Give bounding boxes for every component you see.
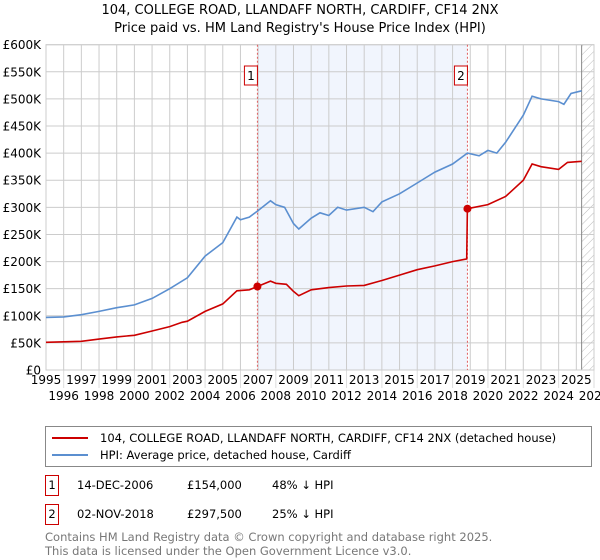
transaction-marker: 1 bbox=[45, 475, 59, 496]
x-tick-label: 1996 bbox=[48, 389, 79, 403]
chart-title: 104, COLLEGE ROAD, LLANDAFF NORTH, CARDI… bbox=[101, 3, 499, 18]
annotation-label: 2 bbox=[457, 69, 465, 83]
x-tick-label: 1998 bbox=[84, 389, 115, 403]
x-tick-label: 2020 bbox=[473, 389, 504, 403]
annotation-box bbox=[243, 65, 258, 86]
y-tick-label: £300K bbox=[3, 201, 43, 215]
legend-swatch-red bbox=[52, 437, 88, 439]
x-tick-label: 2002 bbox=[154, 389, 185, 403]
legend: 104, COLLEGE ROAD, LLANDAFF NORTH, CARDI… bbox=[45, 426, 592, 467]
annotation-box bbox=[453, 65, 468, 86]
x-tick-label: 2017 bbox=[420, 373, 451, 387]
x-tick-label: 2010 bbox=[296, 389, 327, 403]
x-tick-label: 2013 bbox=[349, 373, 380, 387]
y-tick-label: £600K bbox=[3, 38, 43, 52]
footer-licence: This data is licensed under the Open Gov… bbox=[45, 544, 412, 558]
x-tick-label: 2011 bbox=[314, 373, 345, 387]
transaction-price: £154,000 bbox=[187, 478, 242, 492]
x-tick-label: 2006 bbox=[225, 389, 256, 403]
transaction-marker: 2 bbox=[45, 504, 59, 525]
x-tick-label: 2004 bbox=[190, 389, 221, 403]
y-tick-label: £250K bbox=[3, 228, 43, 242]
sale-point bbox=[463, 204, 472, 213]
x-tick-label: 2015 bbox=[384, 373, 415, 387]
y-tick-label: £350K bbox=[3, 174, 43, 188]
legend-item-hpi: HPI: Average price, detached house, Card… bbox=[52, 447, 351, 463]
x-tick-label: 1995 bbox=[31, 373, 62, 387]
price-chart: £0 £50K £100K £150K £200K £250K £300K £350K £400… bbox=[3, 38, 600, 403]
transaction-delta: 48% ↓ HPI bbox=[272, 478, 334, 492]
chart-subtitle: Price paid vs. HM Land Registry's House … bbox=[114, 21, 486, 36]
x-tick-label: 2023 bbox=[526, 373, 557, 387]
x-tick-label: 2000 bbox=[119, 389, 150, 403]
transaction-date: 14-DEC-2006 bbox=[77, 478, 154, 492]
x-tick-label: 2026 bbox=[579, 389, 600, 403]
plot-frame bbox=[45, 44, 595, 371]
legend-label: HPI: Average price, detached house, Card… bbox=[100, 448, 351, 462]
x-tick-label: 1999 bbox=[101, 373, 132, 387]
x-tick-label: 2001 bbox=[137, 373, 168, 387]
x-tick-label: 2019 bbox=[455, 373, 486, 387]
y-tick-label: £150K bbox=[3, 282, 43, 296]
x-tick-label: 2008 bbox=[261, 389, 292, 403]
x-tick-label: 2021 bbox=[490, 373, 521, 387]
sale-point bbox=[253, 282, 262, 291]
y-tick-label: £200K bbox=[3, 255, 43, 269]
legend-swatch-blue bbox=[52, 454, 88, 456]
y-tick-label: £400K bbox=[3, 147, 43, 161]
x-tick-label: 2025 bbox=[561, 373, 592, 387]
x-tick-label: 2014 bbox=[367, 389, 398, 403]
footer: Contains HM Land Registry data © Crown c… bbox=[45, 530, 492, 558]
transaction-date: 02-NOV-2018 bbox=[77, 507, 154, 521]
annotation-label: 1 bbox=[247, 69, 255, 83]
y-tick-label: £0 bbox=[26, 364, 41, 378]
transaction-delta: 25% ↓ HPI bbox=[272, 507, 334, 521]
series-line-property bbox=[45, 160, 582, 344]
x-tick-label: 2009 bbox=[278, 373, 309, 387]
x-tick-label: 2003 bbox=[172, 373, 203, 387]
x-tick-label: 2016 bbox=[402, 389, 433, 403]
x-tick-label: 2012 bbox=[331, 389, 362, 403]
x-tick-label: 2018 bbox=[437, 389, 468, 403]
y-tick-label: £500K bbox=[3, 92, 43, 106]
transaction-price: £297,500 bbox=[187, 507, 242, 521]
x-tick-label: 2024 bbox=[543, 389, 574, 403]
x-tick-label: 1997 bbox=[66, 373, 97, 387]
footer-copyright: Contains HM Land Registry data © Crown c… bbox=[45, 530, 493, 544]
y-tick-label: £50K bbox=[10, 336, 42, 350]
series-line-hpi bbox=[45, 90, 582, 319]
x-tick-label: 2007 bbox=[243, 373, 274, 387]
y-tick-label: £450K bbox=[3, 120, 43, 134]
y-tick-label: £100K bbox=[3, 309, 43, 323]
x-tick-label: 2022 bbox=[508, 389, 539, 403]
x-tick-label: 2005 bbox=[208, 373, 239, 387]
y-tick-label: £550K bbox=[3, 65, 43, 79]
legend-label: 104, COLLEGE ROAD, LLANDAFF NORTH, CARDI… bbox=[100, 431, 557, 445]
legend-item-property: 104, COLLEGE ROAD, LLANDAFF NORTH, CARDI… bbox=[52, 430, 556, 446]
